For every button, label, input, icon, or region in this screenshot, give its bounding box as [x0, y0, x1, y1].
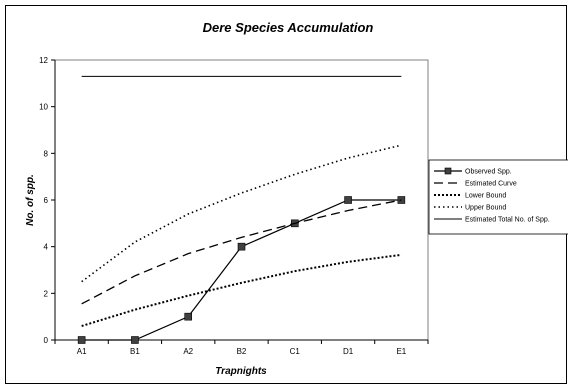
legend-label: Lower Bound	[465, 193, 506, 200]
legend-label: Observed Spp.	[465, 169, 512, 176]
series-line-2	[81, 199, 402, 305]
x-tick-label: A1	[77, 347, 87, 356]
y-tick-label: 10	[39, 103, 48, 112]
legend-marker	[444, 167, 452, 175]
x-tick-label: C1	[290, 347, 301, 356]
legend-label: Estimated Curve	[465, 181, 517, 188]
x-axis-label: Trapnights	[215, 366, 267, 377]
x-tick-label: B2	[237, 347, 247, 356]
y-tick-label: 0	[44, 336, 49, 345]
series-point	[344, 196, 352, 204]
series-layer	[77, 75, 406, 344]
y-tick-label: 12	[39, 56, 48, 65]
y-tick-label: 2	[44, 289, 49, 298]
series-point	[131, 336, 139, 344]
legend: Observed Spp. Estimated Curve Lower Bound U…	[428, 159, 568, 235]
y-axis-label: No. of spp.	[25, 174, 36, 226]
series-point	[237, 242, 246, 251]
y-tick-label: 8	[44, 149, 49, 158]
x-tick-label: D1	[343, 347, 354, 356]
series-line-3	[81, 253, 402, 327]
y-tick-label: 6	[44, 196, 49, 205]
chart-title: Dere Species Accumulation	[203, 20, 374, 35]
x-tick-label: A2	[183, 347, 193, 356]
series-point	[184, 312, 193, 321]
legend-label: Estimated Total No. of Spp.	[465, 217, 550, 224]
legend-label: Upper Bound	[465, 205, 506, 212]
y-tick-label: 4	[44, 243, 49, 252]
legend-box	[428, 159, 568, 235]
x-tick-label: E1	[396, 347, 406, 356]
series-point	[77, 336, 86, 344]
x-tick-label: B1	[130, 347, 140, 356]
